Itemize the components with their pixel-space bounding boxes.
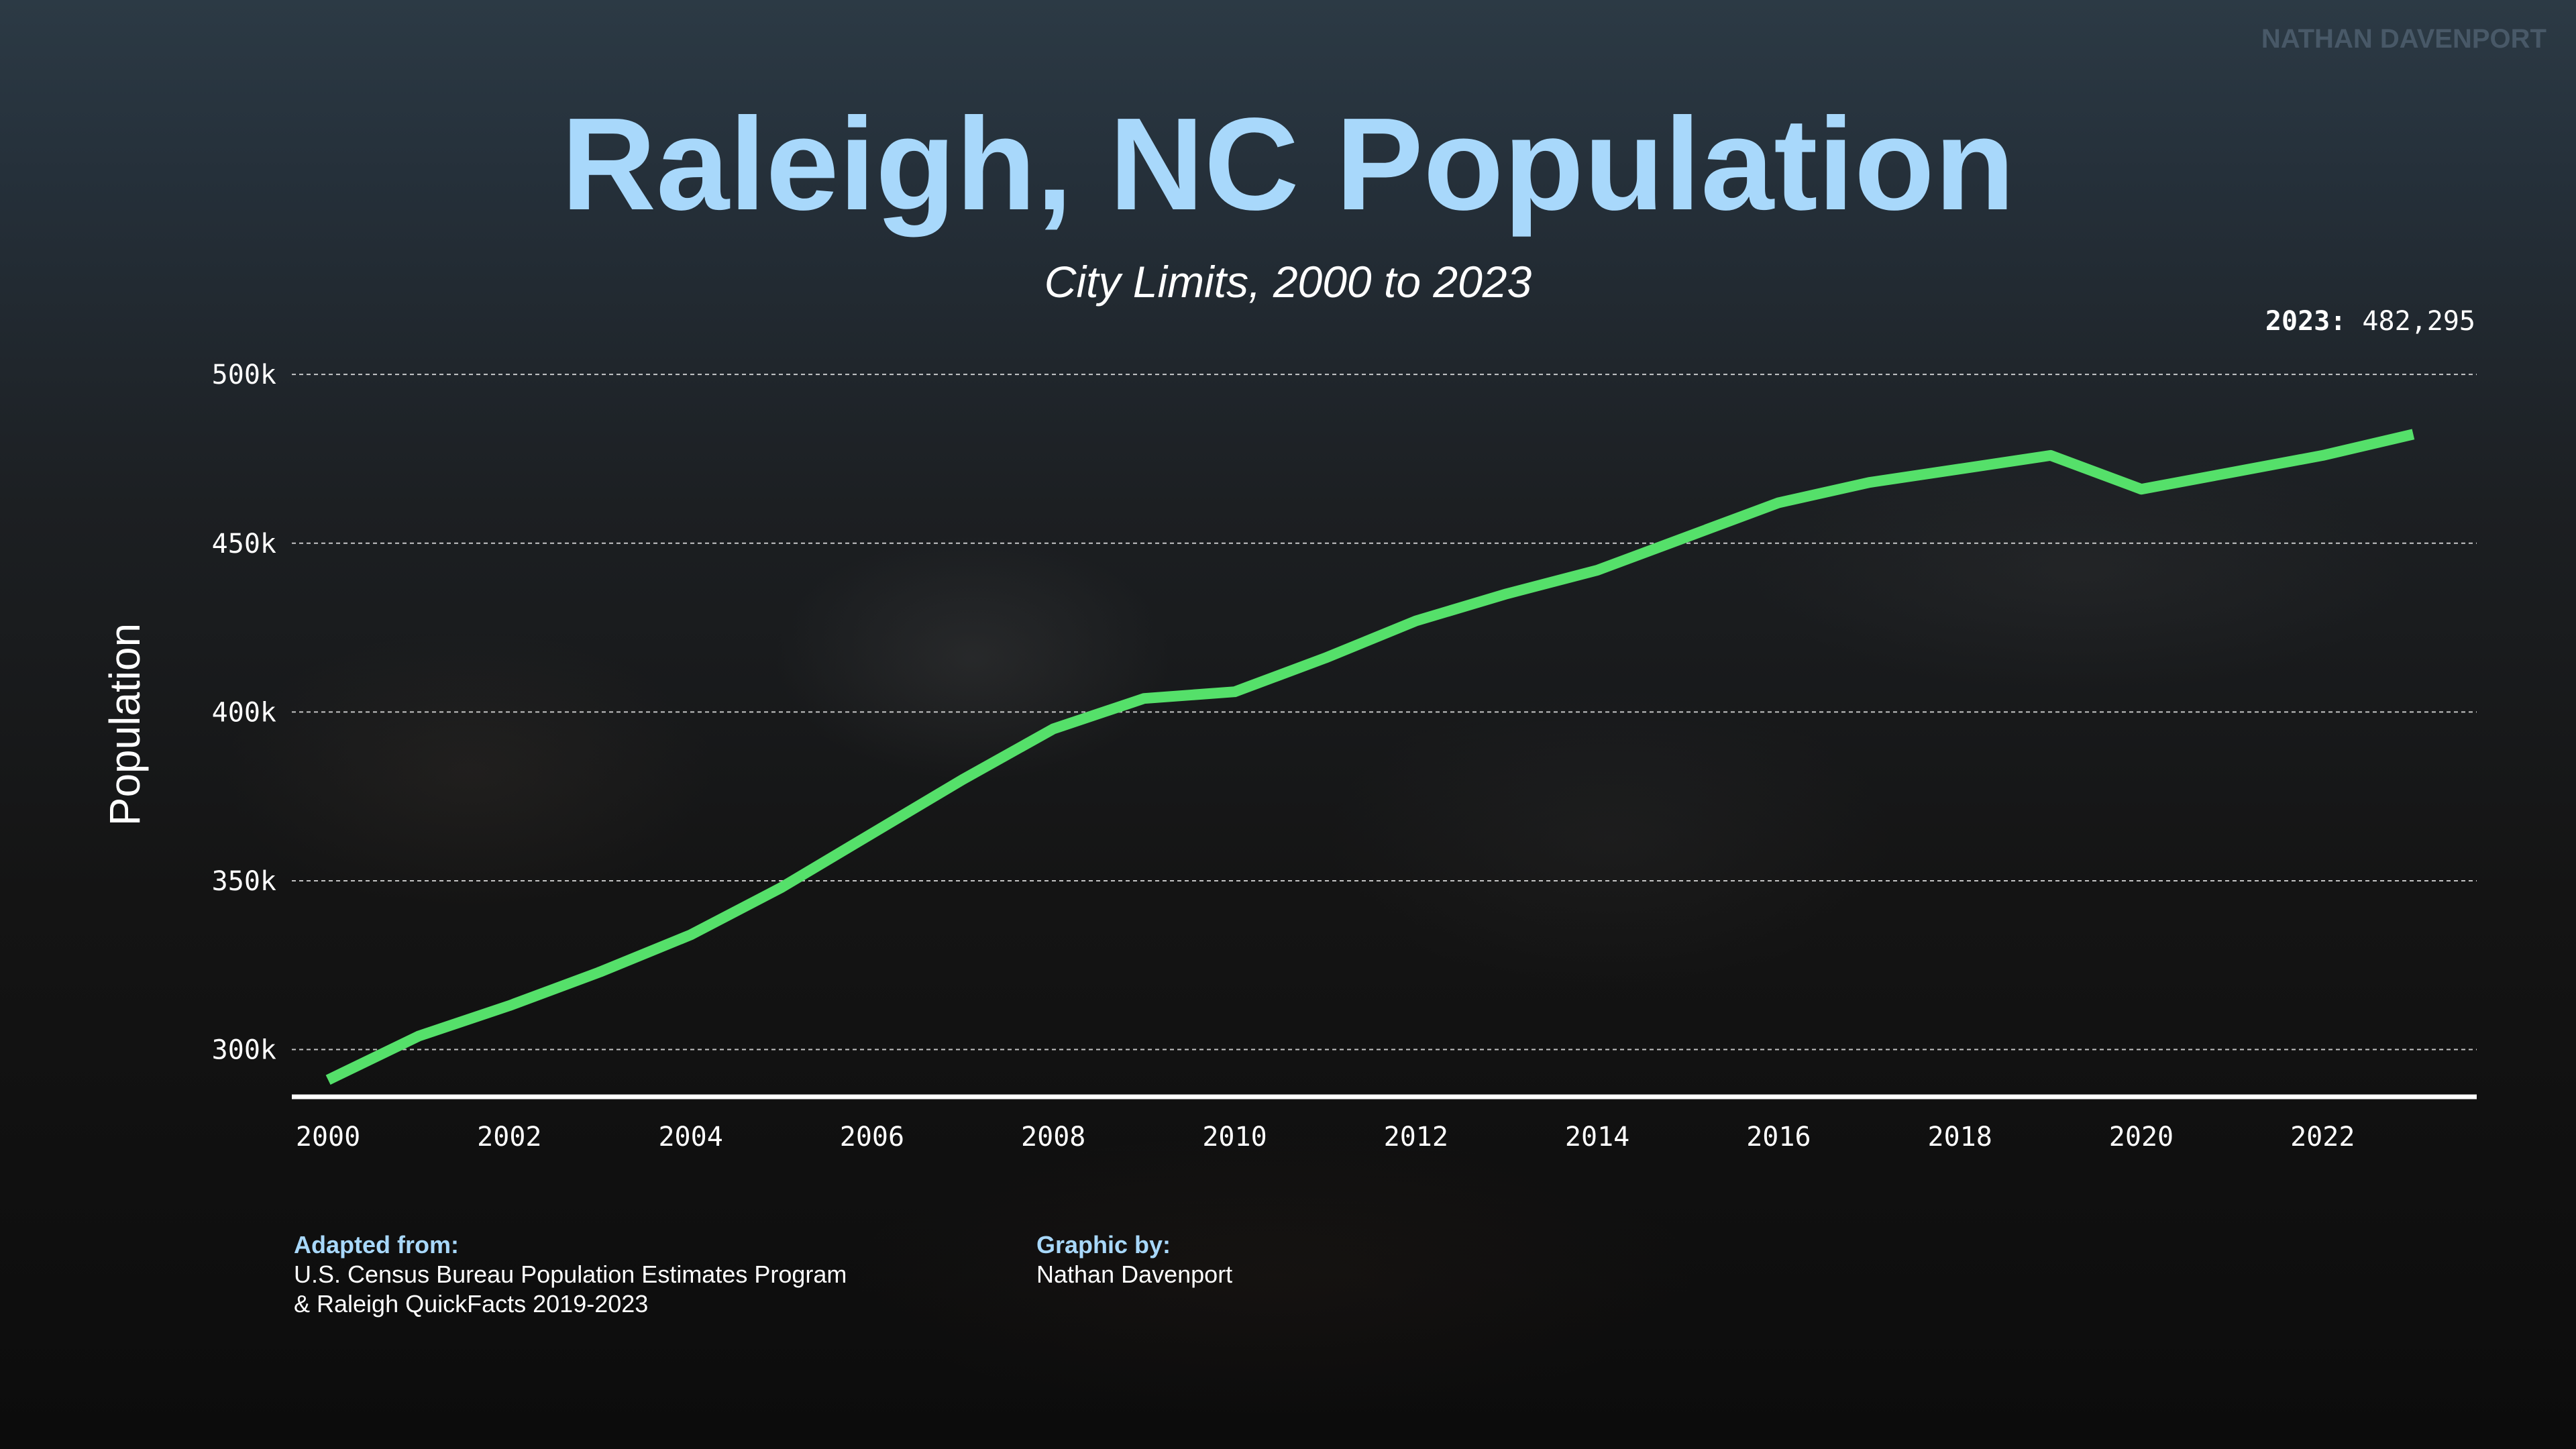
y-tick-label: 500k bbox=[212, 360, 276, 390]
x-tick-label: 2002 bbox=[477, 1122, 541, 1152]
y-axis-label: Population bbox=[101, 623, 149, 826]
x-tick-label: 2008 bbox=[1021, 1122, 1085, 1152]
source-line-2: & Raleigh QuickFacts 2019-2023 bbox=[294, 1290, 649, 1318]
series-line-population bbox=[325, 429, 2415, 1085]
x-tick-label: 2018 bbox=[1928, 1122, 1992, 1152]
graphic-credit: Graphic by: Nathan Davenport bbox=[1036, 1230, 1232, 1289]
x-tick-label: 2012 bbox=[1384, 1122, 1448, 1152]
end-value-annotation: 2023: 482,295 bbox=[2265, 306, 2475, 337]
y-tick-label: 450k bbox=[212, 529, 276, 559]
credit-label: Graphic by: bbox=[1036, 1231, 1171, 1258]
y-axis-ticks: 300k 350k 400k 450k 500k bbox=[212, 360, 276, 1065]
y-tick-label: 400k bbox=[212, 697, 276, 728]
annotation-value: 482,295 bbox=[2362, 306, 2475, 337]
x-tick-label: 2016 bbox=[1746, 1122, 1811, 1152]
x-tick-label: 2014 bbox=[1565, 1122, 1629, 1152]
x-tick-label: 2022 bbox=[2290, 1122, 2355, 1152]
source-credit: Adapted from: U.S. Census Bureau Populat… bbox=[294, 1230, 847, 1319]
y-tick-label: 300k bbox=[212, 1035, 276, 1066]
x-tick-label: 2010 bbox=[1202, 1122, 1267, 1152]
x-tick-label: 2000 bbox=[296, 1122, 360, 1152]
source-line-1: U.S. Census Bureau Population Estimates … bbox=[294, 1260, 847, 1288]
x-tick-label: 2020 bbox=[2109, 1122, 2174, 1152]
y-tick-label: 350k bbox=[212, 866, 276, 897]
chart-subtitle: City Limits, 2000 to 2023 bbox=[1044, 257, 1532, 307]
source-label: Adapted from: bbox=[294, 1231, 459, 1258]
x-axis-ticks: 2000 2002 2004 2006 2008 2010 2012 2014 2016 2018… bbox=[296, 1122, 2355, 1152]
annotation-label: 2023: bbox=[2265, 306, 2346, 337]
credit-name: Nathan Davenport bbox=[1036, 1260, 1233, 1288]
x-tick-label: 2006 bbox=[840, 1122, 904, 1152]
grid-lines bbox=[292, 374, 2477, 1051]
watermark: NATHAN DAVENPORT bbox=[2261, 24, 2546, 54]
chart-title: Raleigh, NC Population bbox=[561, 91, 2015, 237]
x-tick-label: 2004 bbox=[658, 1122, 722, 1152]
